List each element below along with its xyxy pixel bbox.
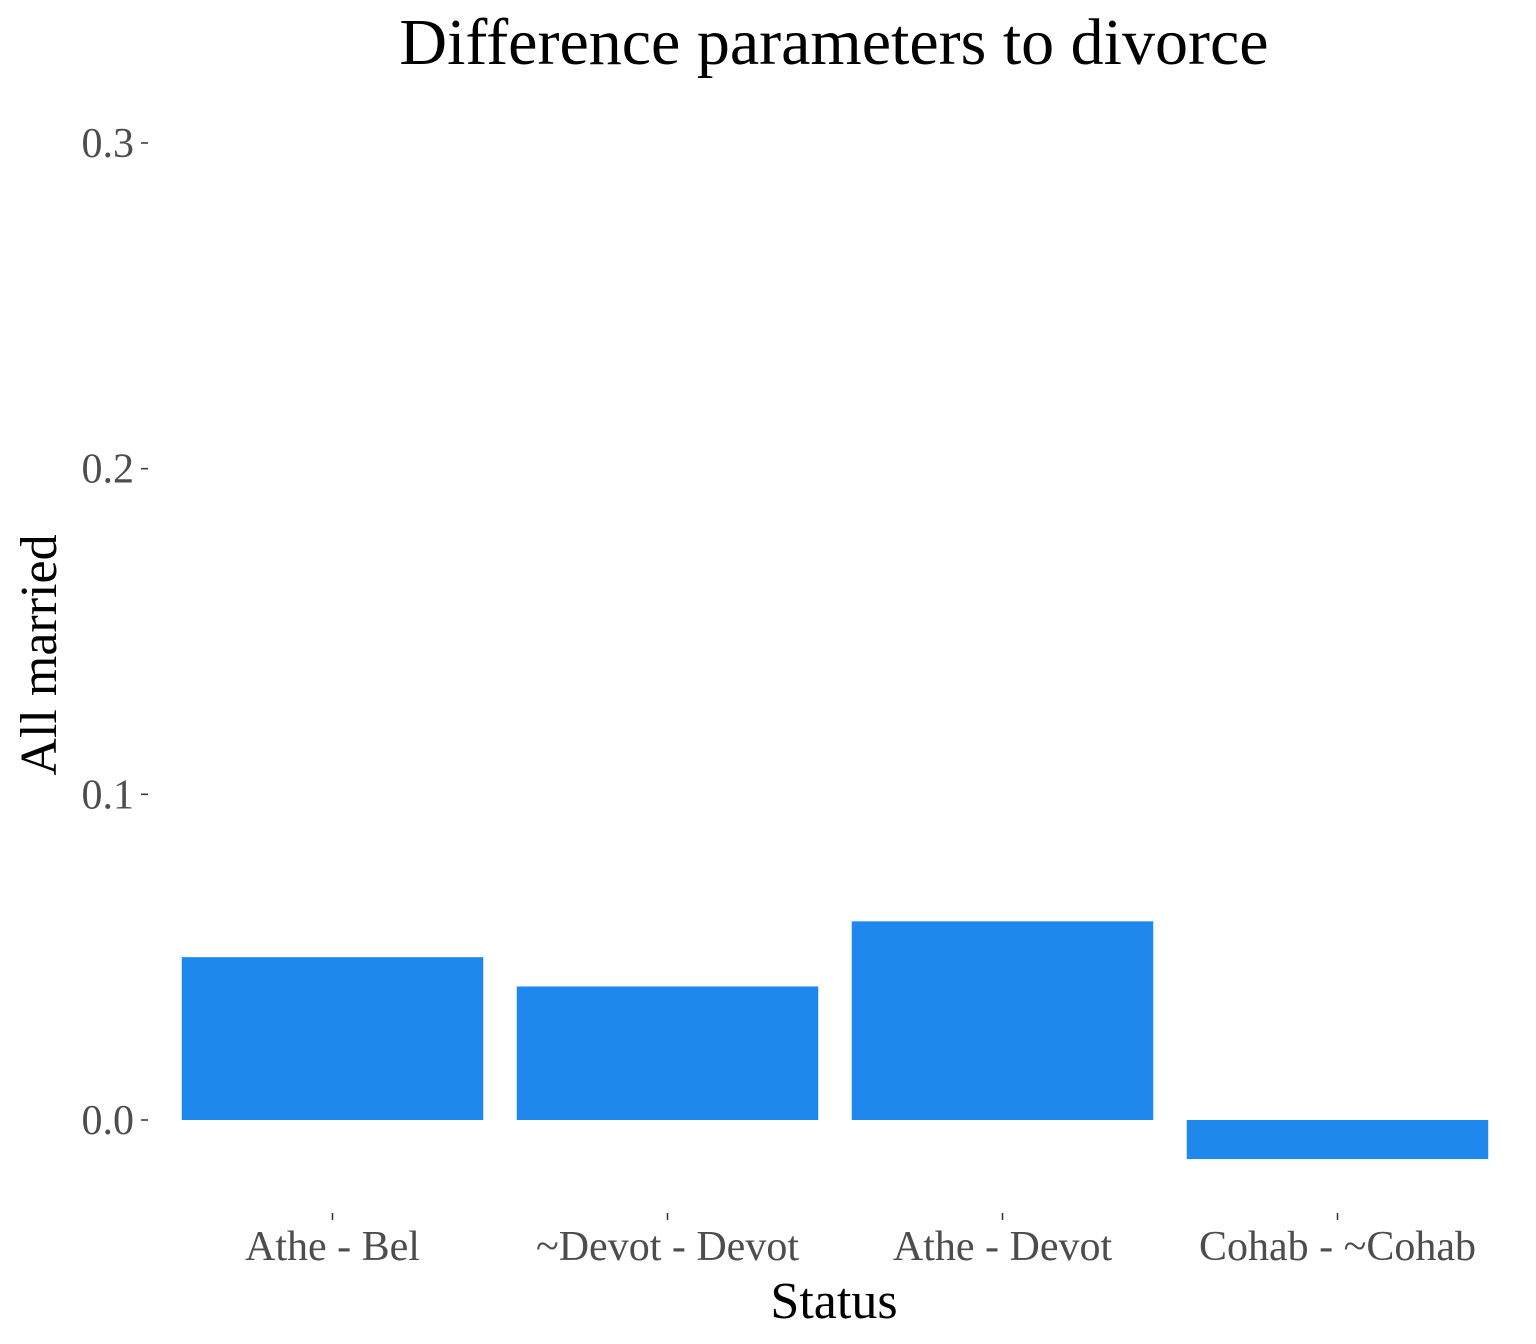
x-axis: Athe - Bel ~Devot - Devot Athe - Devot Coha…: [245, 1213, 1476, 1270]
bar: [181, 957, 484, 1120]
bar: [851, 921, 1154, 1120]
y-axis-title: All married: [11, 534, 68, 775]
x-tick-label: ~Devot - Devot: [536, 1224, 799, 1270]
y-axis: 0.0 0.1 0.2 0.3: [82, 121, 148, 1144]
y-tick-label: 0.0: [82, 1098, 135, 1144]
y-tick-label: 0.3: [82, 121, 135, 167]
y-tick-label: 0.1: [82, 772, 135, 818]
y-tick-label: 0.2: [82, 447, 135, 493]
bar: [516, 986, 819, 1120]
bar: [1186, 1120, 1489, 1160]
bars: [181, 921, 1489, 1160]
x-tick-label: Athe - Bel: [245, 1224, 420, 1270]
x-tick-label: Cohab - ~Cohab: [1199, 1224, 1476, 1270]
chart-title: Difference parameters to divorce: [399, 6, 1268, 79]
x-tick-label: Athe - Devot: [893, 1224, 1113, 1270]
x-axis-title: Status: [770, 1273, 897, 1330]
